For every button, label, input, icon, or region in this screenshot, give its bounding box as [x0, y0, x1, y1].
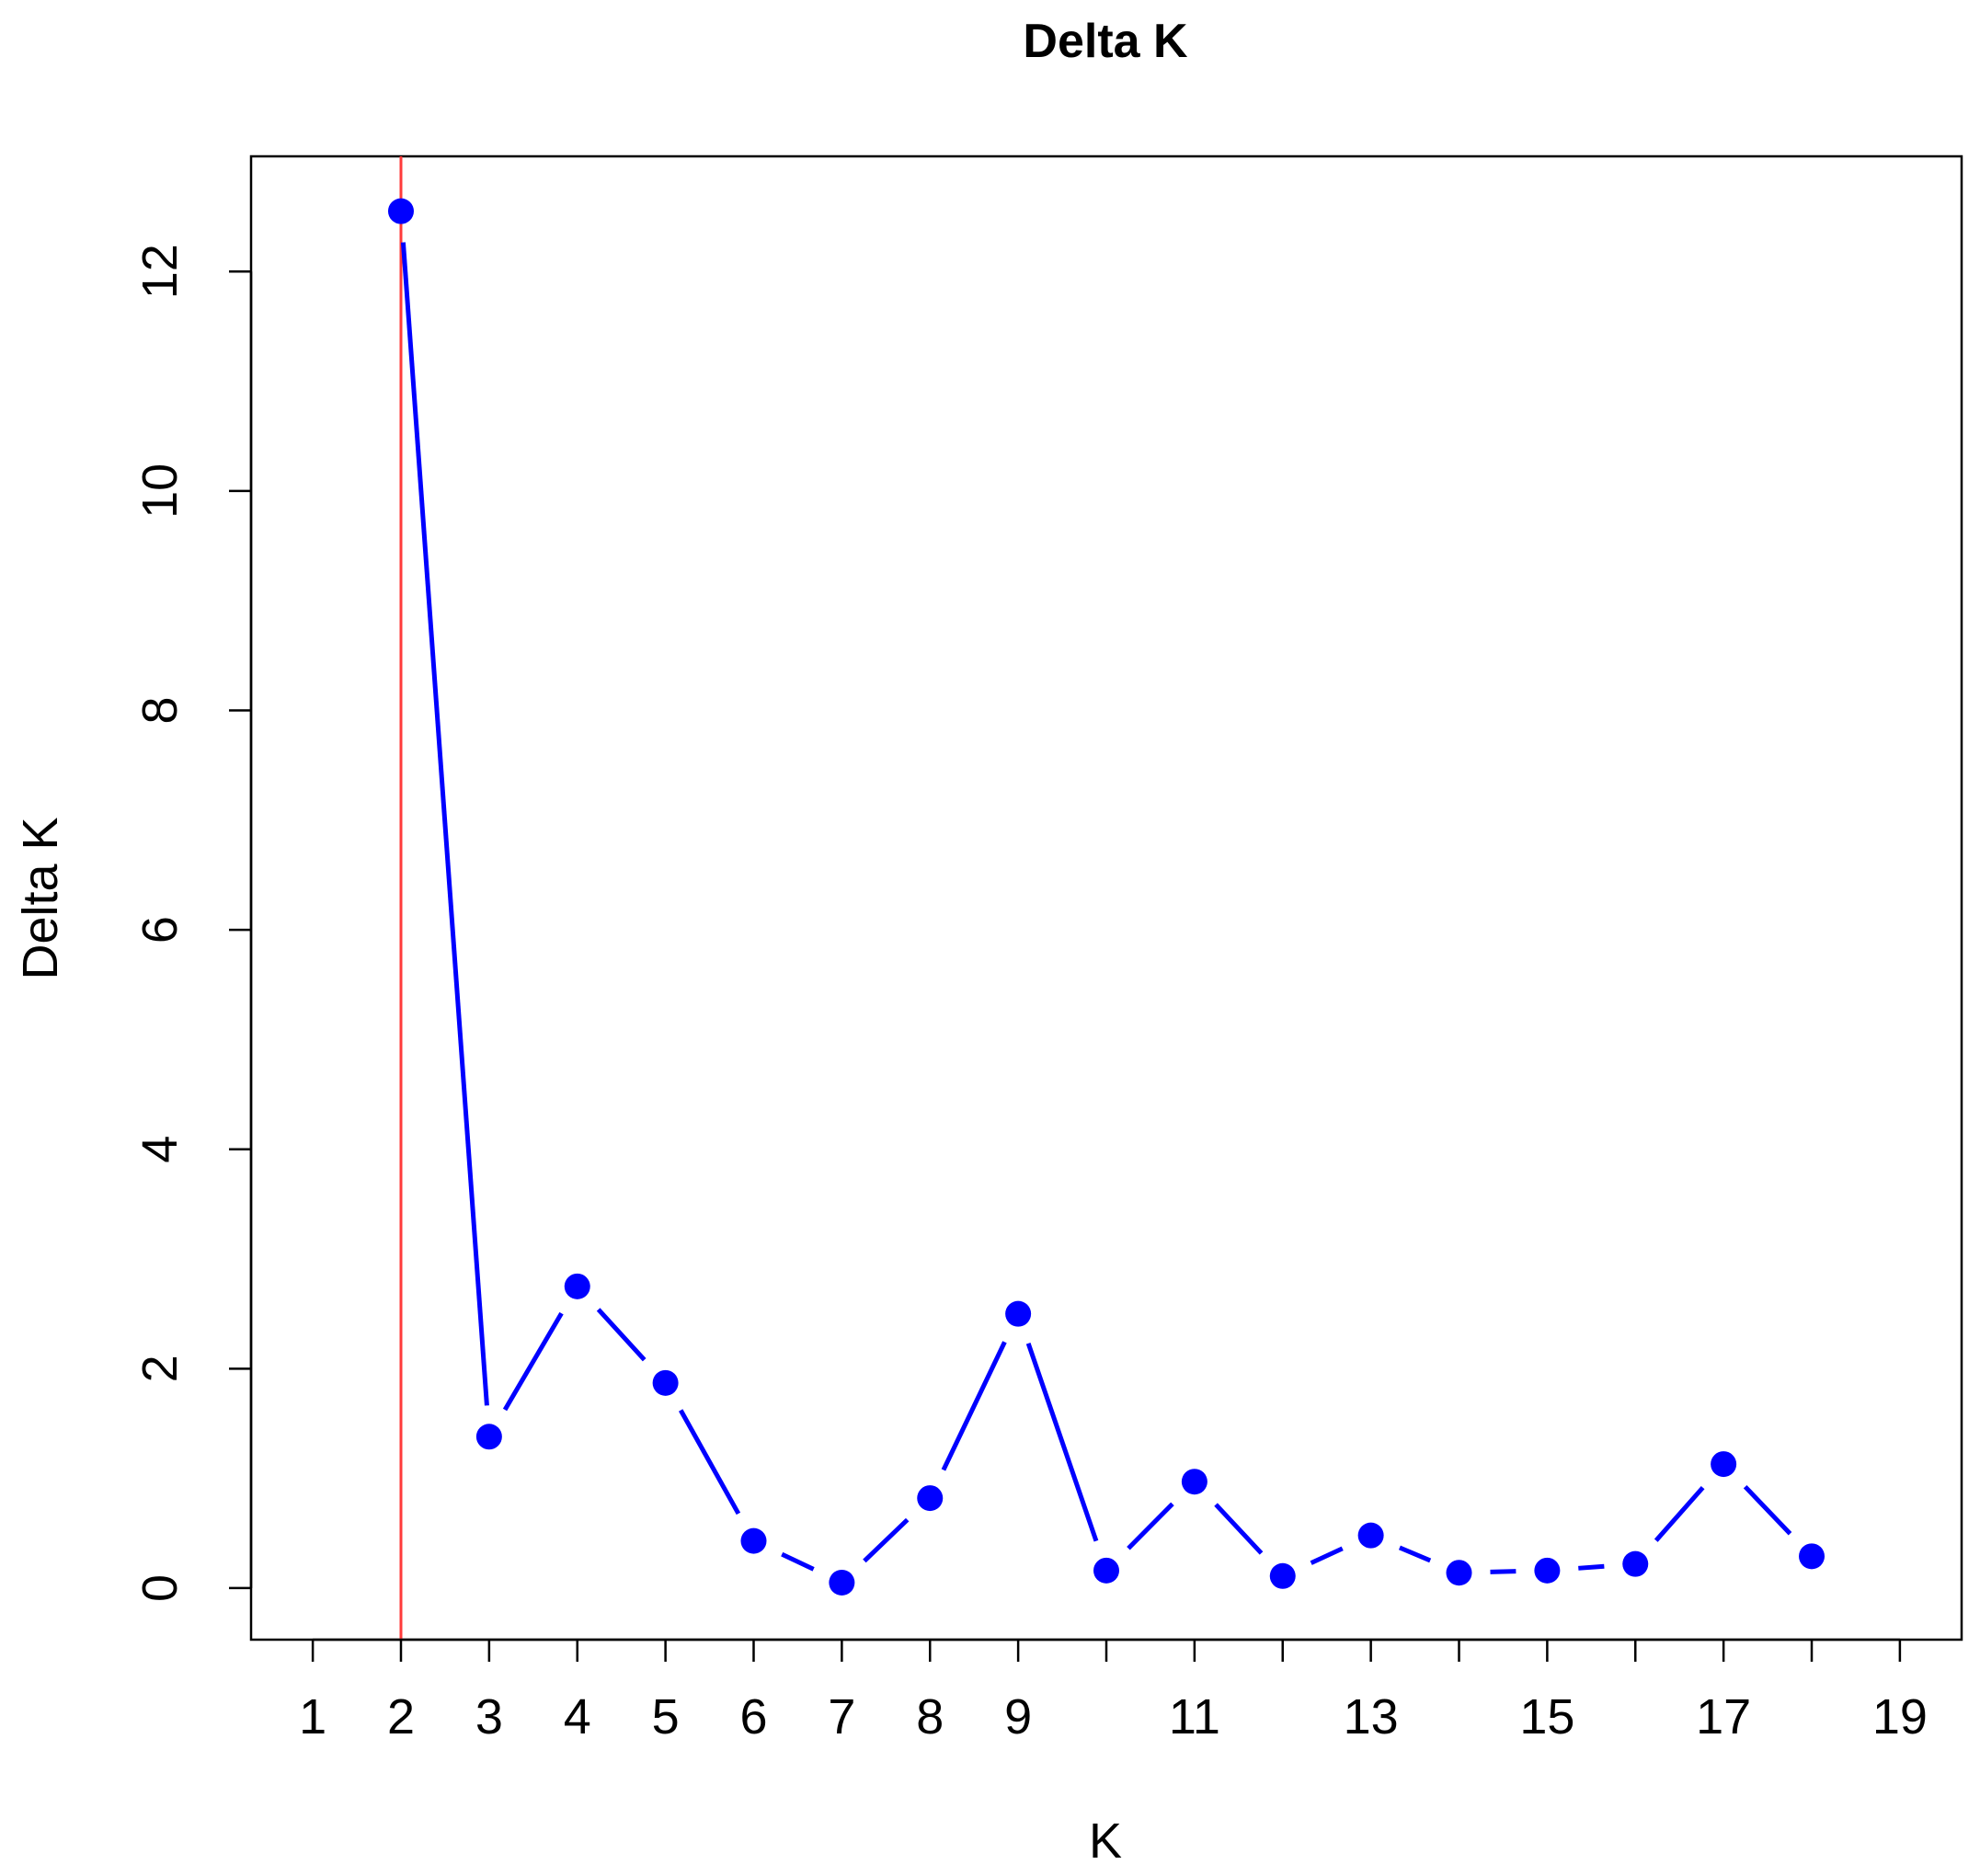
series-segment: [1578, 1563, 1605, 1571]
data-point: [1446, 1560, 1472, 1586]
data-point: [740, 1527, 767, 1554]
data-point: [564, 1273, 590, 1299]
series-segment: [863, 1517, 910, 1563]
x-axis-label: K: [1089, 1813, 1122, 1869]
y-axis-label: Delta K: [13, 817, 68, 979]
series-segment: [502, 1311, 564, 1412]
y-axis: 0 2 4 6 8 10 12: [132, 244, 253, 1602]
data-point: [1357, 1522, 1384, 1549]
x-tick-label: 5: [652, 1689, 680, 1744]
y-tick-label: 10: [132, 463, 188, 519]
data-point: [652, 1369, 679, 1396]
series-segment: [781, 1551, 815, 1572]
x-tick-label: 9: [1004, 1689, 1032, 1744]
y-tick-label: 8: [132, 696, 188, 724]
x-tick-label: 19: [1872, 1689, 1928, 1744]
x-tick-label: 8: [916, 1689, 944, 1744]
series-segment: [1490, 1569, 1516, 1574]
x-tick-label: 15: [1519, 1689, 1574, 1744]
chart-title: Delta K: [1023, 15, 1188, 68]
series-segment: [941, 1341, 1007, 1471]
y-tick-label: 2: [132, 1355, 188, 1382]
data-point: [387, 198, 414, 224]
plot-frame: [249, 154, 1963, 1642]
x-tick-label: 4: [564, 1689, 591, 1744]
data-point: [829, 1569, 855, 1596]
y-tick-label: 4: [132, 1136, 188, 1163]
x-axis: 1 2 3 4 5 6 7 8 9 11 13 15 17 19: [299, 1638, 1928, 1744]
series-segment: [679, 1409, 741, 1516]
x-tick-label: 7: [828, 1689, 855, 1744]
x-tick-label: 17: [1696, 1689, 1751, 1744]
x-tick-label: 2: [387, 1689, 415, 1744]
y-tick-label: 0: [132, 1574, 188, 1602]
data-point: [1711, 1451, 1737, 1478]
data-point: [1622, 1550, 1649, 1577]
series-segment: [1743, 1484, 1792, 1536]
data-point: [1181, 1469, 1207, 1495]
x-tick-label: 1: [299, 1689, 326, 1744]
data-point: [1799, 1543, 1825, 1570]
data-point: [1269, 1562, 1296, 1589]
data-point: [1534, 1557, 1561, 1584]
data-point: [917, 1485, 944, 1512]
series-segment: [1398, 1545, 1432, 1563]
x-tick-label: 3: [475, 1689, 503, 1744]
series-segment: [1310, 1546, 1344, 1565]
x-tick-label: 11: [1169, 1689, 1220, 1744]
y-tick-label: 12: [132, 244, 188, 299]
series-segment: [400, 242, 489, 1406]
data-point: [1093, 1557, 1119, 1584]
series-segment: [596, 1308, 647, 1362]
y-tick-label: 6: [132, 916, 188, 944]
series-segment: [1654, 1485, 1705, 1542]
data-point: [475, 1424, 502, 1450]
x-tick-label: 6: [739, 1689, 767, 1744]
series-segment: [1025, 1343, 1099, 1542]
x-tick-label: 13: [1344, 1689, 1399, 1744]
data-point: [1005, 1300, 1032, 1327]
series-segment: [1127, 1502, 1174, 1550]
series-segment: [1214, 1503, 1264, 1555]
